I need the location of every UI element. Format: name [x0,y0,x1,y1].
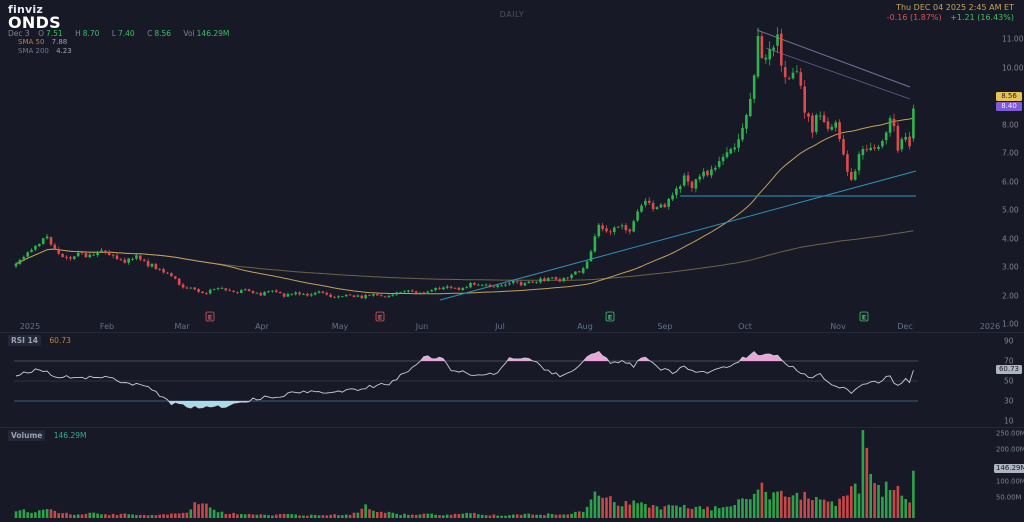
svg-text:3.00: 3.00 [1002,263,1019,272]
svg-text:70: 70 [1004,357,1014,366]
svg-text:10: 10 [1004,417,1014,426]
svg-text:Apr: Apr [255,322,270,331]
ohlc-date: Dec 3 [8,29,30,38]
open-value: 7.51 [45,29,63,38]
sma200-legend-label: SMA 200 [18,47,49,55]
candlesticks[interactable] [14,27,915,300]
close-value: 8.56 [154,29,172,38]
svg-text:50: 50 [1004,377,1014,386]
rsi-label: RSI 14 [8,335,42,346]
close-label: C [147,29,153,38]
svg-text:7.00: 7.00 [1002,149,1019,158]
open-label: O [38,29,44,38]
earnings-marker: E [859,311,869,322]
time-axis[interactable]: 2025 Feb Mar Apr May Jun Jul Aug Sep Oct Nov Dec 202… [20,322,1000,331]
svg-text:Dec: Dec [897,322,912,331]
afterhours-change: -0.16 (1.87%) [886,13,942,22]
svg-text:Nov: Nov [830,322,846,331]
svg-text:8.00: 8.00 [1002,121,1019,130]
volume-value: 146.29M [196,29,230,38]
svg-text:30: 30 [1004,397,1014,406]
sma50-legend-value: 7.88 [51,38,68,46]
sma50-legend[interactable]: SMA 50 7.88 [18,38,67,46]
svg-text:11.00: 11.00 [1002,35,1024,44]
high-value: 8.70 [82,29,100,38]
rsi-value-badge: 60.73 [996,365,1022,374]
svg-text:10.00: 10.00 [1002,64,1024,73]
price-changes: -0.16 (1.87%) +1.21 (16.43%) [887,13,1014,22]
svg-text:5.00: 5.00 [1002,206,1019,215]
close-price-badge: 8.56 [996,92,1022,101]
finviz-logo[interactable]: finviz [8,3,43,16]
svg-text:2025: 2025 [20,322,40,331]
svg-text:2.00: 2.00 [1002,292,1019,301]
svg-text:E: E [862,314,866,322]
moving-averages [15,117,914,295]
trendlines[interactable] [439,29,917,301]
volume-pane-value: 146.29M [53,431,87,440]
rsi-value: 60.73 [49,336,71,345]
sma50-legend-label: SMA 50 [18,38,45,46]
svg-text:Jul: Jul [494,322,505,331]
sma200-legend-value: 4.23 [56,47,72,55]
rsi-pane[interactable] [14,333,918,432]
volume-value-badge: 146.29M [994,464,1024,473]
svg-text:Feb: Feb [100,322,114,331]
svg-text:E: E [378,314,382,322]
high-label: H [75,29,81,38]
svg-text:Aug: Aug [577,322,593,331]
svg-text:4.00: 4.00 [1002,235,1019,244]
svg-text:1.00: 1.00 [1002,320,1019,329]
datetime-label: Thu DEC 04 2025 2:45 AM ET [896,3,1014,12]
sma200-legend[interactable]: SMA 200 4.23 [18,47,72,55]
volume-axis[interactable]: 250.00M 200.00M 100.00M 50.00M [996,430,1024,502]
earnings-marker: E [205,311,215,322]
svg-text:Mar: Mar [174,322,190,331]
svg-text:E: E [208,314,212,322]
day-change: +1.21 (16.43%) [950,13,1014,22]
svg-text:250.00M: 250.00M [996,430,1024,438]
earnings-marker: E [605,311,615,322]
svg-text:May: May [332,322,349,331]
svg-text:50.00M: 50.00M [996,494,1021,502]
svg-text:Oct: Oct [738,322,752,331]
volume-pane-label: Volume [8,430,46,441]
volume-pane-legend[interactable]: Volume 146.29M [8,430,87,441]
volume-pane[interactable] [14,430,915,518]
price-axis[interactable]: 11.0010.009.008.007.006.005.004.003.002.… [1002,35,1024,329]
rsi-pane-legend[interactable]: RSI 14 60.73 [8,335,71,346]
svg-text:2026: 2026 [980,322,1000,331]
low-label: L [111,29,116,38]
pane-dividers [0,332,1024,428]
ticker-symbol: ONDS [8,13,61,32]
timeframe-label[interactable]: DAILY [499,10,525,19]
earnings-marker: E [375,311,385,322]
svg-text:E: E [608,314,612,322]
svg-text:Jun: Jun [415,322,429,331]
afterhours-price-badge: 8.40 [996,102,1022,111]
volume-label: Vol [183,29,195,38]
svg-text:6.00: 6.00 [1002,178,1019,187]
ohlc-readout: Dec 3 O 7.51 H 8.70 L 7.40 C 8.56 Vol 146.29M [8,29,235,38]
rsi-axis[interactable]: 90 70 50 30 10 [1004,337,1014,426]
svg-text:Sep: Sep [657,322,672,331]
svg-text:90: 90 [1004,337,1014,346]
low-value: 7.40 [117,29,135,38]
svg-text:100.00M: 100.00M [996,478,1024,486]
svg-text:200.00M: 200.00M [996,446,1024,454]
